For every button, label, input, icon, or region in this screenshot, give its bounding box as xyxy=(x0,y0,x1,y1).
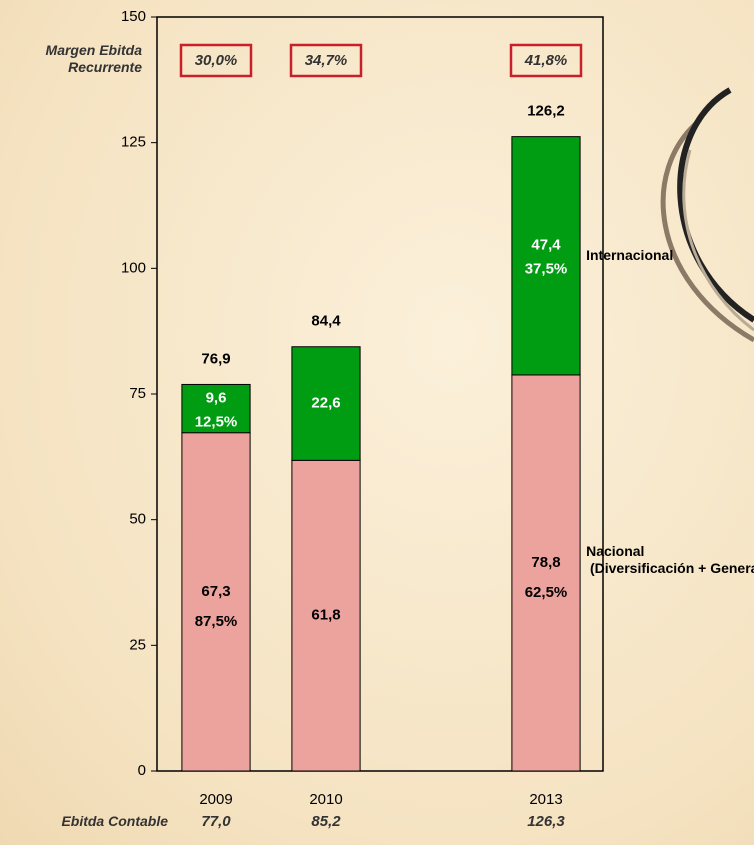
x-tick-label: 2010 xyxy=(309,791,342,808)
value-label: 61,8 xyxy=(311,607,340,624)
ebitda-label: 126,3 xyxy=(527,813,565,830)
bar-segment xyxy=(511,374,581,772)
value-label: 9,6 xyxy=(206,390,227,407)
share-label: 87,5% xyxy=(195,613,238,630)
ebitda-label: 85,2 xyxy=(311,813,341,830)
y-tick-label: 125 xyxy=(121,134,146,151)
ebitda-label: 77,0 xyxy=(201,813,231,830)
total-label: 126,2 xyxy=(527,103,565,120)
margin-box xyxy=(179,43,253,78)
bar-segment xyxy=(291,459,361,772)
legend-label: Nacional (Diversificación + Generalismo) xyxy=(586,542,754,576)
margin-box xyxy=(289,43,363,78)
share-label: 62,5% xyxy=(525,584,568,601)
bar-segment xyxy=(511,136,581,376)
margin-label: 41,8% xyxy=(524,52,568,69)
total-label: 84,4 xyxy=(311,313,341,330)
share-label: 12,5% xyxy=(195,414,238,431)
legend-label: Internacional xyxy=(586,246,674,263)
value-label: 78,8 xyxy=(531,554,560,571)
share-label: 37,5% xyxy=(525,261,568,278)
value-label: 47,4 xyxy=(531,237,561,254)
bar-segment xyxy=(181,432,251,772)
x-tick-label: 2009 xyxy=(199,791,232,808)
row-title: Ebitda Contable xyxy=(61,813,168,829)
y-tick-label: 25 xyxy=(129,636,146,653)
y-tick-label: 50 xyxy=(129,511,146,528)
margin-box xyxy=(509,43,583,78)
y-tick-label: 100 xyxy=(121,259,146,276)
value-label: 22,6 xyxy=(311,395,340,412)
total-label: 76,9 xyxy=(201,350,230,367)
decoration xyxy=(660,87,754,343)
x-tick-label: 2013 xyxy=(529,791,562,808)
y-tick-label: 0 xyxy=(138,762,146,779)
bar-segment xyxy=(291,346,361,461)
y-tick-label: 75 xyxy=(129,385,146,402)
value-label: 67,3 xyxy=(201,583,230,600)
y-tick-label: 150 xyxy=(121,8,146,25)
margin-label: 30,0% xyxy=(195,52,238,69)
bar-segment xyxy=(181,383,251,434)
row-title: Margen Ebitda Recurrente xyxy=(45,42,142,75)
margin-label: 34,7% xyxy=(305,52,348,69)
